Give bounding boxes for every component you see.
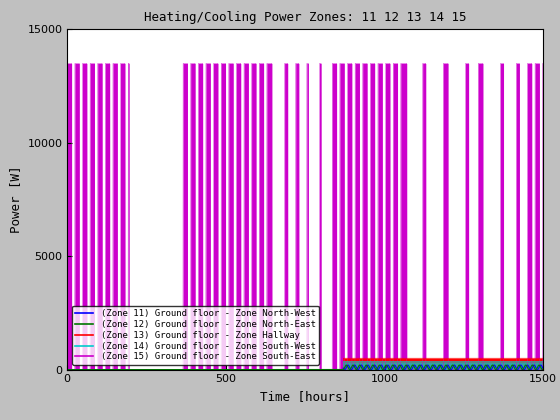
X-axis label: Time [hours]: Time [hours]	[260, 390, 350, 403]
Title: Heating/Cooling Power Zones: 11 12 13 14 15: Heating/Cooling Power Zones: 11 12 13 14…	[144, 11, 466, 24]
Legend: (Zone 11) Ground floor - Zone North-West, (Zone 12) Ground floor - Zone North-Ea: (Zone 11) Ground floor - Zone North-West…	[72, 306, 319, 365]
Y-axis label: Power [W]: Power [W]	[9, 166, 22, 233]
